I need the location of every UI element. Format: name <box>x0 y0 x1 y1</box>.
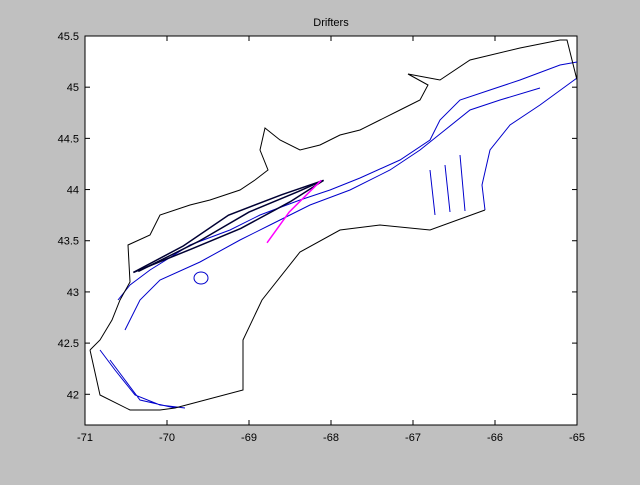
x-tick-label: -71 <box>77 432 93 444</box>
x-tick-label: -66 <box>487 432 503 444</box>
y-tick-label: 42.5 <box>58 338 79 350</box>
drifter-track <box>137 180 322 273</box>
drifter-track <box>266 179 322 244</box>
y-tick-label: 44.5 <box>58 133 79 145</box>
coastline <box>89 39 578 411</box>
drifter-track <box>133 179 325 274</box>
y-tick-label: 45.5 <box>58 31 79 43</box>
chart-title: Drifters <box>313 17 349 29</box>
x-tick-label: -65 <box>569 432 585 444</box>
x-tick-label: -70 <box>159 432 175 444</box>
depth-contour <box>193 271 209 285</box>
x-tick-label: -69 <box>241 432 257 444</box>
y-tick-label: 42 <box>67 389 79 401</box>
y-tick-label: 44 <box>67 185 79 197</box>
drifter-track <box>133 179 324 274</box>
x-tick-label: -67 <box>405 432 421 444</box>
y-tick-label: 43.5 <box>58 236 79 248</box>
y-tick-label: 43 <box>67 287 79 299</box>
plot-area <box>84 35 578 426</box>
x-tick-label: -68 <box>323 432 339 444</box>
y-tick-label: 45 <box>67 82 79 94</box>
depth-contour <box>99 61 578 409</box>
